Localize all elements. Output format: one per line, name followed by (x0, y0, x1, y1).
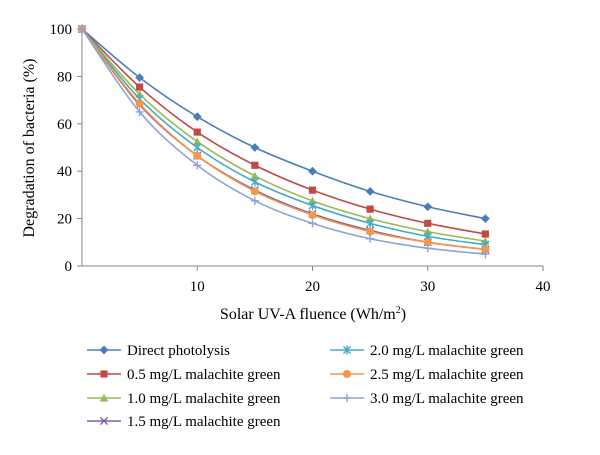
legend-swatch-marker (342, 345, 352, 355)
legend-label: 0.5 mg/L malachite green (127, 367, 281, 383)
legend-swatch-marker (99, 393, 109, 402)
series-layer (77, 24, 490, 259)
series-line (81, 28, 486, 251)
y-tick-label: 60 (57, 117, 72, 133)
legend-item-7: 3.0 mg/L malachite green (330, 391, 524, 407)
legend: Direct photolysis 0.5 mg/L malachite gree… (87, 343, 524, 430)
data-point (193, 128, 201, 136)
legend-item-5: 2.0 mg/L malachite green (330, 343, 524, 359)
data-point (366, 205, 374, 213)
x-axis: 10 20 30 40 (82, 265, 551, 295)
data-point (251, 161, 259, 169)
data-point (365, 186, 375, 196)
data-point (423, 238, 432, 247)
data-point (308, 219, 317, 228)
data-point (424, 219, 432, 227)
data-point (135, 107, 144, 117)
data-point (192, 112, 202, 122)
data-point (135, 73, 145, 82)
data-point (308, 186, 317, 194)
data-point (250, 187, 259, 196)
data-point (193, 137, 202, 146)
data-point (250, 171, 260, 180)
data-point (366, 234, 375, 243)
data-point (308, 166, 317, 176)
y-tick-label: 80 (57, 69, 72, 85)
legend-swatch-marker (99, 345, 109, 355)
legend-label: 2.0 mg/L malachite green (370, 343, 524, 359)
legend-swatch-marker (342, 393, 352, 403)
legend-item-2: 0.5 mg/L malachite green (87, 367, 281, 383)
data-point (193, 151, 202, 160)
x-axis-label-main: Solar UV-A fluence (Wh/m (220, 306, 396, 323)
legend-item-6: 2.5 mg/L malachite green (330, 367, 524, 383)
data-point (481, 230, 489, 238)
legend-swatch-marker (99, 416, 109, 426)
data-point (250, 177, 259, 187)
series-line (81, 28, 486, 246)
x-tick-label: 10 (190, 279, 205, 295)
data-point (308, 200, 317, 211)
data-point (481, 245, 490, 254)
data-point (480, 214, 490, 223)
legend-item-3: 1.0 mg/L malachite green (87, 391, 281, 407)
legend-swatch-marker (343, 370, 351, 378)
x-tick-label: 40 (536, 279, 551, 295)
data-point (365, 214, 375, 223)
legend-label: Direct photolysis (127, 343, 230, 359)
series-1 (77, 24, 490, 223)
y-axis-label: Degradation of bacteria (%) (21, 58, 38, 237)
data-point (423, 202, 433, 212)
data-point (423, 244, 432, 253)
x-axis-label-superscript: 2 (396, 305, 401, 316)
series-line (81, 28, 486, 242)
data-point (250, 143, 260, 152)
series-7 (77, 24, 490, 259)
legend-item-1: Direct photolysis (87, 343, 230, 359)
data-point (193, 142, 202, 153)
data-point (366, 218, 375, 228)
series-4 (77, 24, 490, 254)
data-point (308, 211, 317, 220)
data-point (250, 196, 259, 205)
series-3 (77, 24, 490, 245)
series-5 (77, 24, 490, 250)
y-tick-label: 40 (57, 164, 72, 180)
data-point (135, 99, 144, 108)
data-point (77, 24, 87, 34)
legend-label: 3.0 mg/L malachite green (370, 391, 524, 407)
legend-label: 1.0 mg/L malachite green (127, 391, 281, 407)
x-tick-label: 30 (420, 279, 435, 295)
data-point (423, 227, 432, 236)
data-point (308, 196, 317, 205)
y-axis: 0 20 40 60 80 100 (50, 22, 83, 275)
x-axis-label: Solar UV-A fluence (Wh/m2) (220, 305, 406, 323)
y-tick-label: 20 (57, 212, 72, 228)
y-tick-label: 100 (50, 22, 73, 38)
data-point (193, 161, 202, 170)
data-point (481, 250, 490, 259)
legend-item-4: 1.5 mg/L malachite green (87, 414, 281, 430)
data-point (366, 227, 375, 236)
series-line (81, 28, 486, 251)
y-tick-label: 0 (65, 259, 73, 275)
x-axis-label-end: ) (401, 306, 406, 323)
legend-label: 1.5 mg/L malachite green (127, 414, 281, 430)
legend-label: 2.5 mg/L malachite green (370, 367, 524, 383)
series-6 (78, 25, 490, 254)
data-point (136, 83, 144, 91)
legend-swatch-marker (100, 370, 108, 378)
x-tick-label: 20 (305, 279, 320, 295)
